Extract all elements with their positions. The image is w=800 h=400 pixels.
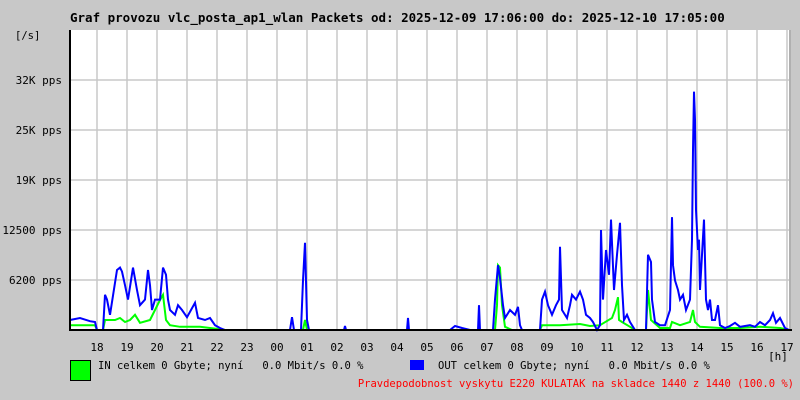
x-tick-label: 13 [660,341,673,354]
x-tick-label: 02 [330,341,343,354]
x-tick-label: 01 [300,341,313,354]
x-tick-label: 00 [270,341,283,354]
y-axis-unit: [/s] [15,30,41,42]
y-tick-label: 12500 pps [2,224,62,237]
x-tick-label: 04 [390,341,404,354]
y-tick-label: 19K pps [16,174,62,187]
x-tick-label: 09 [540,341,553,354]
series-line-out [69,91,790,333]
x-tick-label: 23 [240,341,253,354]
x-tick-label: 15 [720,341,733,354]
x-tick-label: 22 [210,341,223,354]
x-tick-label: 20 [150,341,163,354]
legend-in-swatch [70,360,91,381]
x-tick-label: 07 [480,341,493,354]
legend-out-text: OUT celkem 0 Gbyte; nyní 0.0 Mbit/s 0.0 … [438,360,710,372]
x-tick-label: 18 [90,341,103,354]
x-axis-unit: [h] [768,350,788,363]
x-tick-label: 06 [450,341,463,354]
x-tick-label: 17 [780,341,793,354]
x-tick-label: 21 [180,341,193,354]
chart-title: Graf provozu vlc_posta_ap1_wlan Packets … [70,10,725,25]
x-tick-label: 14 [690,341,704,354]
x-tick-label: 05 [420,341,433,354]
x-tick-label: 12 [630,341,643,354]
probability-note: Pravdepodobnost vyskytu E220 KULATAK na … [357,378,794,390]
x-tick-label: 10 [570,341,583,354]
legend-out-swatch [410,360,424,370]
x-tick-label: 16 [750,341,763,354]
y-tick-label: 25K pps [16,124,62,137]
x-tick-label: 03 [360,341,373,354]
legend-in-text: IN celkem 0 Gbyte; nyní 0.0 Mbit/s 0.0 % [98,360,364,372]
y-tick-label: 6200 pps [9,274,62,287]
x-tick-label: 11 [600,341,613,354]
x-tick-label: 19 [120,341,133,354]
y-tick-label: 32K pps [16,74,62,87]
x-tick-label: 08 [510,341,523,354]
